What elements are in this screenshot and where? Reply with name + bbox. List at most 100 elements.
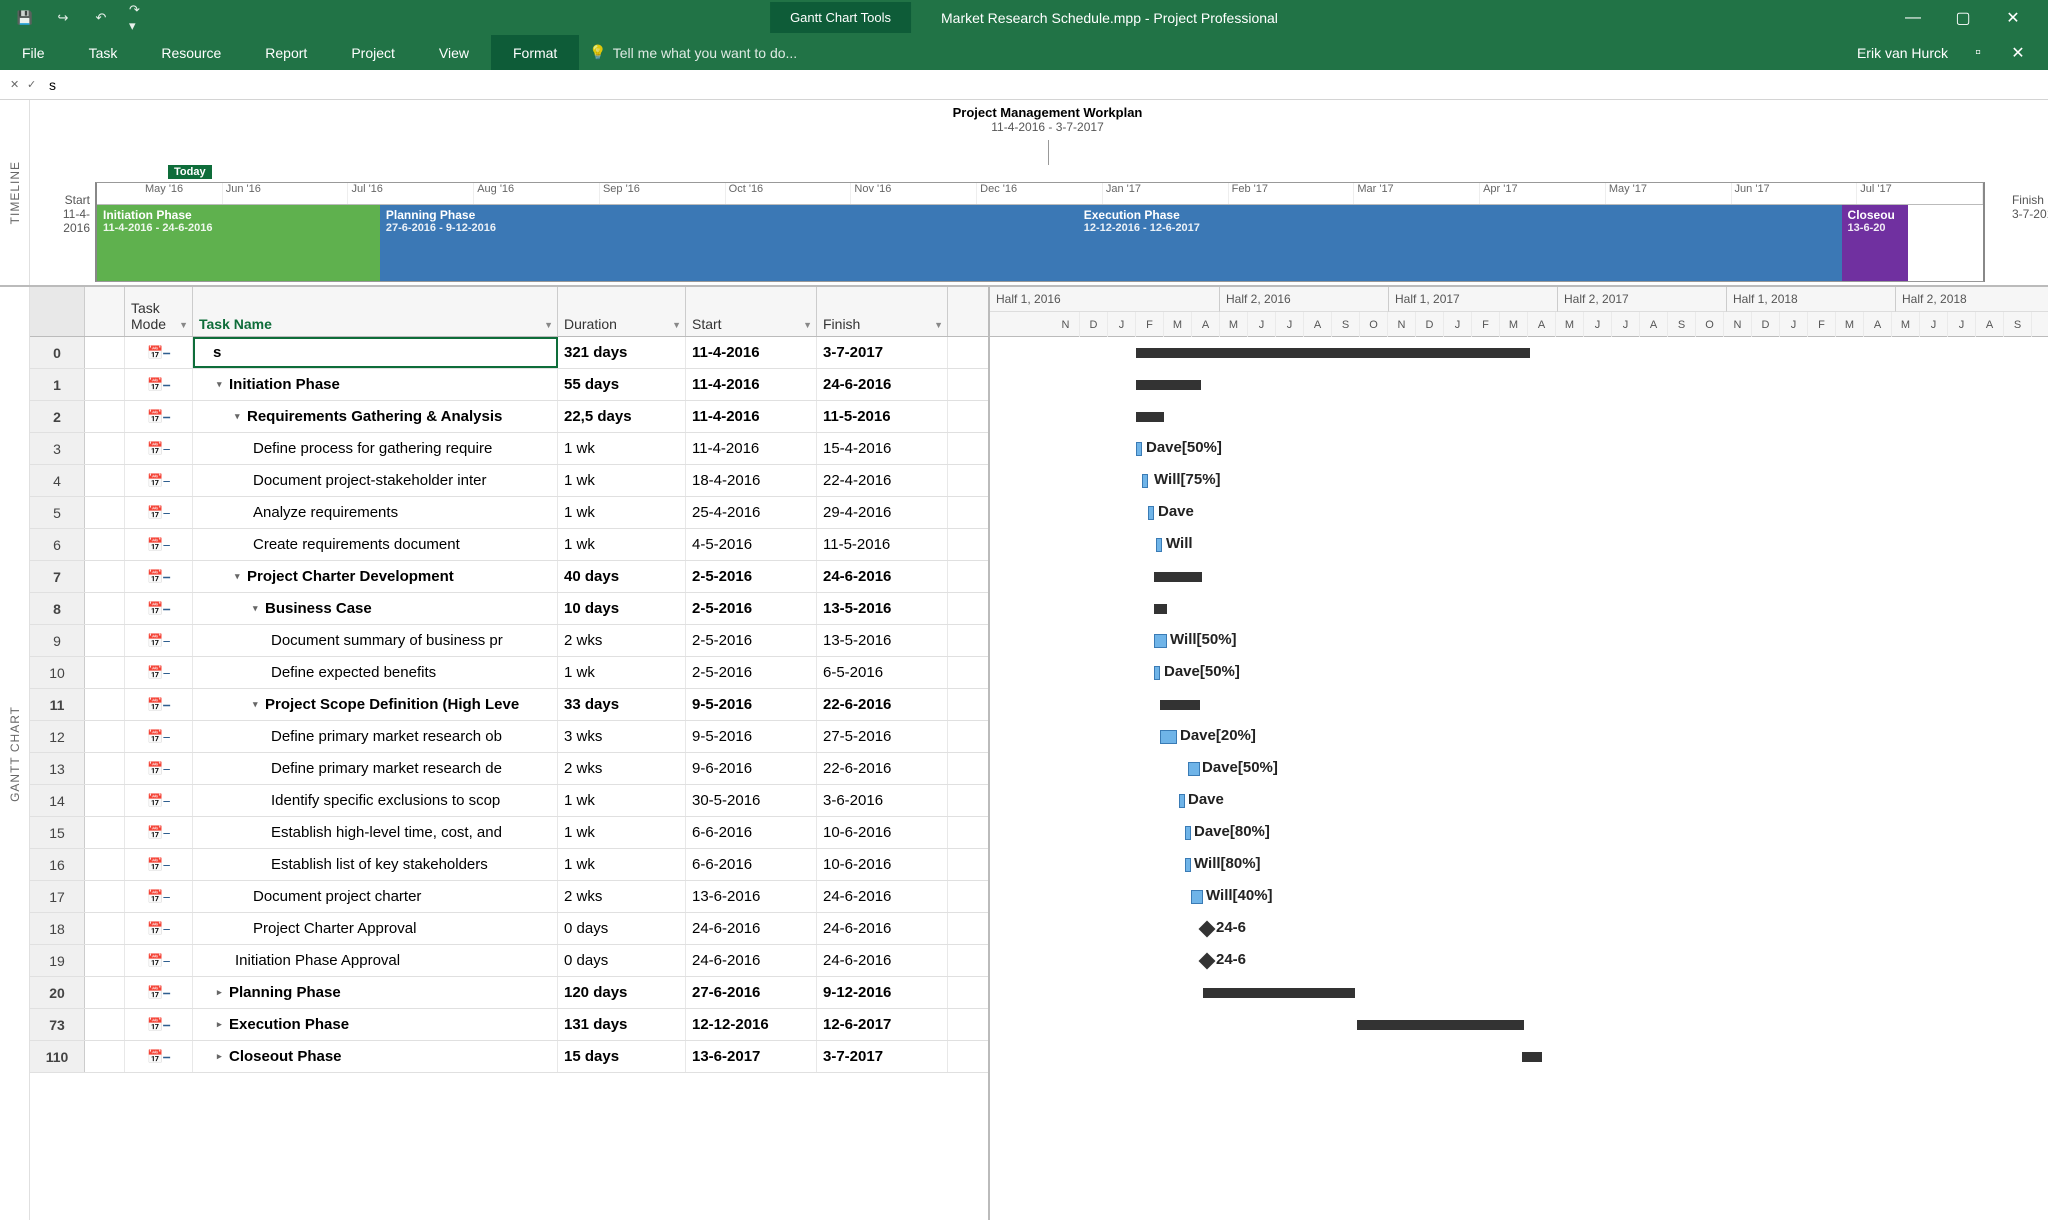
duration-cell[interactable]: 131 days [558, 1009, 686, 1040]
ribbon-tab-resource[interactable]: Resource [139, 35, 243, 70]
indicator-cell[interactable] [85, 561, 125, 592]
start-cell[interactable]: 13-6-2017 [686, 1041, 817, 1072]
start-cell[interactable]: 6-6-2016 [686, 817, 817, 848]
timeline-phase-bar[interactable]: Planning Phase27-6-2016 - 9-12-2016 [380, 205, 1078, 281]
table-row[interactable]: 17📅⎯Document project charter2 wks13-6-20… [30, 881, 988, 913]
table-row[interactable]: 6📅⎯Create requirements document1 wk4-5-2… [30, 529, 988, 561]
summary-bar[interactable] [1154, 604, 1167, 614]
qa-icon[interactable]: ↪ [53, 8, 73, 28]
table-row[interactable]: 20📅⎯▸Planning Phase120 days27-6-20169-12… [30, 977, 988, 1009]
summary-bar[interactable] [1136, 412, 1164, 422]
task-mode-cell[interactable]: 📅⎯ [125, 753, 193, 784]
task-mode-cell[interactable]: 📅⎯ [125, 785, 193, 816]
finish-cell[interactable]: 10-6-2016 [817, 849, 948, 880]
table-row[interactable]: 16📅⎯Establish list of key stakeholders1 … [30, 849, 988, 881]
indicator-cell[interactable] [85, 593, 125, 624]
row-number[interactable]: 0 [30, 337, 85, 368]
task-mode-cell[interactable]: 📅⎯ [125, 1041, 193, 1072]
duration-cell[interactable]: 33 days [558, 689, 686, 720]
maximize-icon[interactable]: ▢ [1953, 8, 1973, 28]
row-number[interactable]: 17 [30, 881, 85, 912]
gantt-row[interactable]: Dave[50%] [990, 753, 2048, 785]
col-finish[interactable]: Finish▼ [817, 287, 948, 336]
table-row[interactable]: 7📅⎯▾Project Charter Development40 days2-… [30, 561, 988, 593]
indicator-cell[interactable] [85, 785, 125, 816]
task-name-cell[interactable]: ▾Requirements Gathering & Analysis [193, 401, 558, 432]
ribbon-tab-view[interactable]: View [417, 35, 491, 70]
finish-cell[interactable]: 24-6-2016 [817, 369, 948, 400]
entry-input[interactable] [44, 77, 2048, 93]
gantt-row[interactable] [990, 1009, 2048, 1041]
gantt-row[interactable] [990, 401, 2048, 433]
task-bar[interactable] [1156, 538, 1162, 552]
task-name-cell[interactable]: ▾Project Charter Development [193, 561, 558, 592]
task-name-cell[interactable]: Define primary market research ob [193, 721, 558, 752]
row-number[interactable]: 11 [30, 689, 85, 720]
gantt-row[interactable]: Dave [990, 785, 2048, 817]
cancel-entry-icon[interactable]: ✕ [10, 78, 21, 91]
row-number[interactable]: 73 [30, 1009, 85, 1040]
start-cell[interactable]: 11-4-2016 [686, 337, 817, 368]
table-row[interactable]: 10📅⎯Define expected benefits1 wk2-5-2016… [30, 657, 988, 689]
task-mode-cell[interactable]: 📅⎯ [125, 465, 193, 496]
task-name-cell[interactable]: ▾Business Case [193, 593, 558, 624]
task-mode-cell[interactable]: 📅⎯ [125, 497, 193, 528]
table-row[interactable]: 14📅⎯Identify specific exclusions to scop… [30, 785, 988, 817]
indicator-cell[interactable] [85, 529, 125, 560]
summary-bar[interactable] [1136, 380, 1201, 390]
duration-cell[interactable]: 2 wks [558, 625, 686, 656]
start-cell[interactable]: 11-4-2016 [686, 369, 817, 400]
timeline-phase-bar[interactable]: Execution Phase12-12-2016 - 12-6-2017 [1078, 205, 1842, 281]
indicator-cell[interactable] [85, 977, 125, 1008]
gantt-row[interactable] [990, 1041, 2048, 1073]
gantt-row[interactable] [990, 337, 2048, 369]
row-number[interactable]: 16 [30, 849, 85, 880]
row-number[interactable]: 7 [30, 561, 85, 592]
row-number[interactable]: 19 [30, 945, 85, 976]
duration-cell[interactable]: 0 days [558, 913, 686, 944]
table-row[interactable]: 110📅⎯▸Closeout Phase15 days13-6-20173-7-… [30, 1041, 988, 1073]
duration-cell[interactable]: 2 wks [558, 753, 686, 784]
ribbon-tab-format[interactable]: Format [491, 35, 579, 70]
indicator-cell[interactable] [85, 657, 125, 688]
close-icon[interactable]: ✕ [2003, 8, 2023, 28]
ribbon-tab-report[interactable]: Report [243, 35, 329, 70]
task-name-cell[interactable]: ▸Execution Phase [193, 1009, 558, 1040]
indicator-cell[interactable] [85, 1041, 125, 1072]
milestone-marker[interactable] [1199, 953, 1216, 970]
duration-cell[interactable]: 1 wk [558, 849, 686, 880]
row-number[interactable]: 4 [30, 465, 85, 496]
start-cell[interactable]: 4-5-2016 [686, 529, 817, 560]
finish-cell[interactable]: 13-5-2016 [817, 593, 948, 624]
duration-cell[interactable]: 321 days [558, 337, 686, 368]
indicator-cell[interactable] [85, 881, 125, 912]
accept-entry-icon[interactable]: ✓ [27, 78, 38, 91]
duration-cell[interactable]: 1 wk [558, 529, 686, 560]
finish-cell[interactable]: 22-6-2016 [817, 689, 948, 720]
row-number[interactable]: 3 [30, 433, 85, 464]
redo-icon[interactable]: ↷ ▾ [129, 8, 149, 28]
task-name-cell[interactable]: Project Charter Approval [193, 913, 558, 944]
duration-cell[interactable]: 10 days [558, 593, 686, 624]
start-cell[interactable]: 2-5-2016 [686, 593, 817, 624]
finish-cell[interactable]: 3-7-2017 [817, 337, 948, 368]
finish-cell[interactable]: 27-5-2016 [817, 721, 948, 752]
duration-cell[interactable]: 1 wk [558, 433, 686, 464]
row-number[interactable]: 14 [30, 785, 85, 816]
gantt-row[interactable]: Dave[80%] [990, 817, 2048, 849]
indicator-cell[interactable] [85, 689, 125, 720]
gantt-chart[interactable]: ▲ Half 1, 2016Half 2, 2016Half 1, 2017Ha… [990, 287, 2048, 1220]
task-name-cell[interactable]: Document project-stakeholder inter [193, 465, 558, 496]
start-cell[interactable]: 13-6-2016 [686, 881, 817, 912]
task-mode-cell[interactable]: 📅⎯ [125, 561, 193, 592]
duration-cell[interactable]: 22,5 days [558, 401, 686, 432]
finish-cell[interactable]: 29-4-2016 [817, 497, 948, 528]
row-number[interactable]: 9 [30, 625, 85, 656]
table-row[interactable]: 73📅⎯▸Execution Phase131 days12-12-201612… [30, 1009, 988, 1041]
task-name-cell[interactable]: Establish list of key stakeholders [193, 849, 558, 880]
indicator-cell[interactable] [85, 497, 125, 528]
row-header-corner[interactable] [30, 287, 85, 336]
table-row[interactable]: 0📅⎯s321 days11-4-20163-7-2017 [30, 337, 988, 369]
gantt-row[interactable]: 24-6 [990, 913, 2048, 945]
task-name-cell[interactable]: Establish high-level time, cost, and [193, 817, 558, 848]
